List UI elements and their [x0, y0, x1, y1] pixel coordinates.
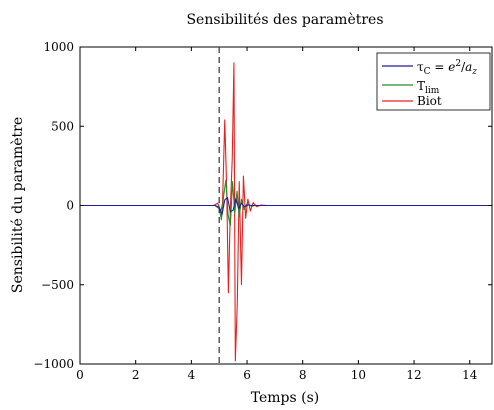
y-tick-label: −500	[41, 278, 74, 292]
x-tick-label: 8	[299, 368, 307, 382]
legend-label-tlim: Tlim	[417, 79, 440, 96]
series-line-tlim	[80, 179, 492, 227]
y-tick-label: 500	[51, 119, 74, 133]
x-tick-label: 12	[406, 368, 421, 382]
ticks-layer: 0 2 4 6 8 10 12 14 −1000 −500 0 500 1000	[33, 40, 492, 382]
chart-title: Sensibilités des paramètres	[186, 12, 383, 28]
x-axis-label: Temps (s)	[251, 390, 320, 406]
legend-label-tau: τC = e2/az	[417, 59, 477, 77]
x-tick-label: 4	[188, 368, 196, 382]
x-tick-label: 14	[462, 368, 478, 382]
series-line-tau	[80, 197, 492, 216]
legend-label-biot: Biot	[417, 94, 442, 108]
x-tick-label: 2	[132, 368, 140, 382]
legend: τC = e2/az Tlim Biot	[376, 52, 491, 111]
series-layer	[80, 62, 492, 362]
y-axis-label: Sensibilité du paramètre	[10, 117, 26, 293]
x-tick-label: 10	[351, 368, 366, 382]
y-tick-label: 1000	[43, 40, 74, 54]
series-line-biot	[80, 62, 492, 362]
x-tick-label: 6	[243, 368, 251, 382]
y-tick-label: 0	[66, 199, 74, 213]
y-tick-label: −1000	[33, 357, 74, 371]
x-tick-label: 0	[76, 368, 84, 382]
